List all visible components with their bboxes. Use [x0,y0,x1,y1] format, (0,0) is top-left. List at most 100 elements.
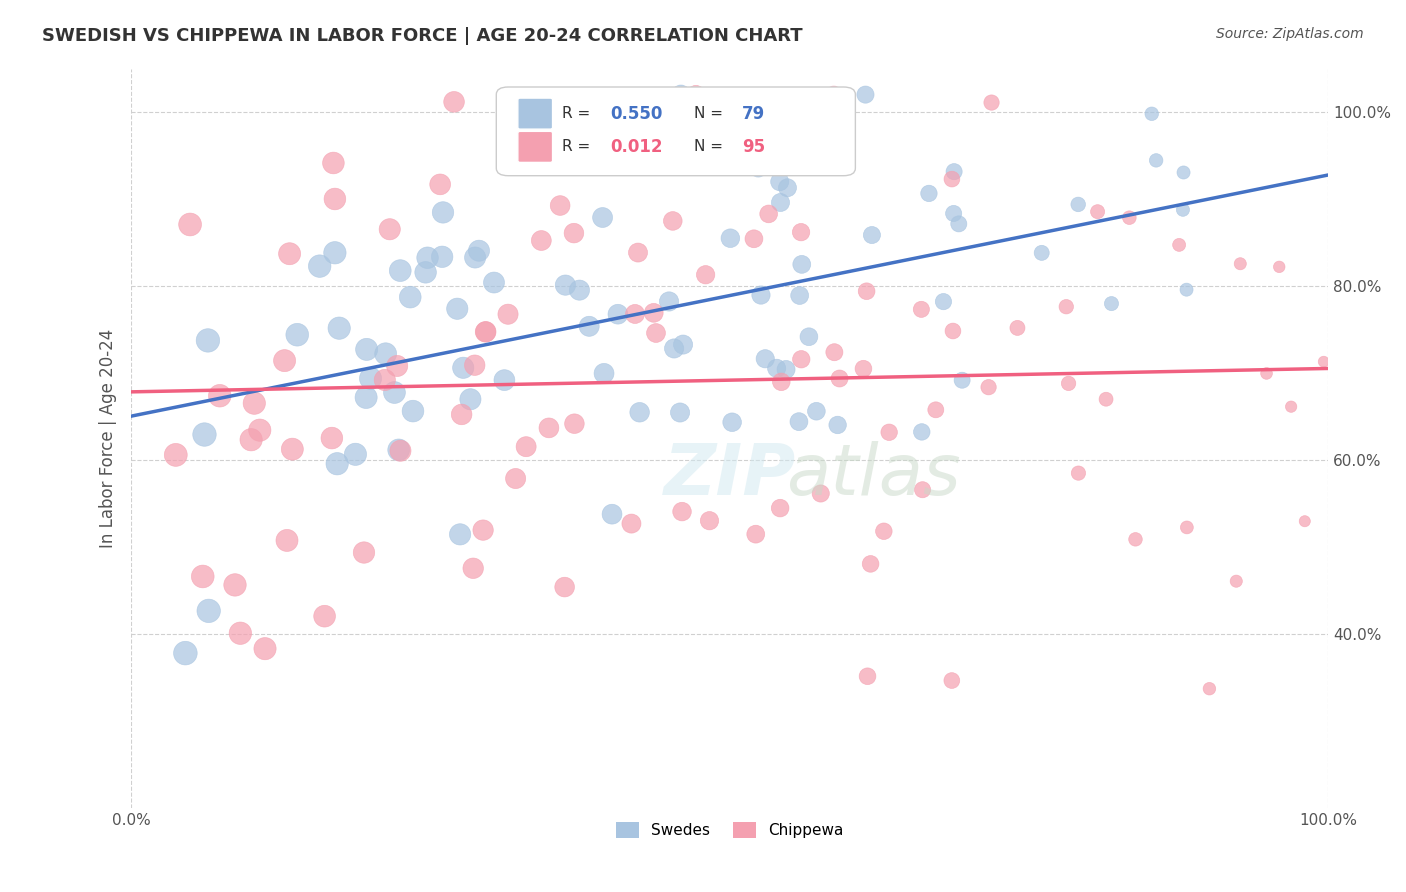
Point [806,404,828,418]
Point [810,486,832,500]
Point [494,373,516,387]
Point [600,507,623,521]
Y-axis label: In Labor Force | Age 20-24: In Labor Force | Age 20-24 [100,328,117,548]
Point [389,263,412,277]
Point [354,391,377,405]
Point [388,442,411,457]
Point [745,527,768,541]
Text: N =: N = [693,106,728,121]
Point [1198,681,1220,696]
Point [620,516,643,531]
Point [1067,197,1090,211]
Point [554,278,576,293]
Point [323,245,346,260]
Point [564,417,586,431]
Point [460,392,482,407]
Point [1173,165,1195,179]
Point [776,180,799,194]
Text: atlas: atlas [786,441,960,509]
Point [787,415,810,429]
Point [537,421,560,435]
Point [1279,400,1302,414]
Point [856,669,879,683]
Point [860,228,883,243]
Point [977,380,1000,394]
Point [468,244,491,258]
Point [197,604,219,618]
Point [578,319,600,334]
Point [530,234,553,248]
Point [360,371,382,385]
Text: Source: ZipAtlas.com: Source: ZipAtlas.com [1216,27,1364,41]
Point [873,524,896,539]
Point [174,646,197,660]
Point [464,251,486,265]
Point [432,205,454,219]
Point [193,427,215,442]
Point [742,232,765,246]
Point [1168,238,1191,252]
Point [765,361,787,376]
Point [980,95,1002,110]
Point [1229,257,1251,271]
FancyBboxPatch shape [517,98,553,129]
Point [1054,300,1077,314]
Point [356,343,378,357]
Point [562,226,585,240]
Point [769,175,792,189]
Point [1067,466,1090,480]
Point [720,106,742,120]
Point [1095,392,1118,407]
Point [932,294,955,309]
Point [463,561,485,575]
Point [627,245,650,260]
Point [326,457,349,471]
Point [548,198,571,212]
Point [855,87,877,102]
Point [941,673,963,688]
Point [943,164,966,178]
Point [749,288,772,302]
Point [911,425,934,439]
Point [918,186,941,201]
Point [540,156,562,170]
Point [389,443,412,458]
Point [399,290,422,304]
Text: 95: 95 [741,138,765,156]
Text: 0.550: 0.550 [610,104,662,122]
Point [1125,533,1147,547]
Point [534,97,557,112]
Point [770,375,793,389]
Point [276,533,298,548]
Point [308,259,330,273]
Point [253,641,276,656]
Text: R =: R = [562,139,595,154]
Point [496,307,519,321]
Point [823,87,845,102]
Point [197,334,219,348]
Point [658,294,681,309]
Point [321,431,343,445]
Point [229,626,252,640]
Point [593,367,616,381]
Point [1294,514,1316,528]
Point [662,214,685,228]
Point [643,306,665,320]
Point [344,447,367,461]
Point [240,433,263,447]
Point [877,425,900,440]
Point [224,578,246,592]
FancyBboxPatch shape [496,87,855,176]
Point [690,96,713,111]
Point [285,327,308,342]
Point [1175,283,1198,297]
Point [475,325,498,339]
Point [606,307,628,321]
Point [474,325,496,339]
Point [669,405,692,419]
Point [482,276,505,290]
Point [718,231,741,245]
Point [443,95,465,109]
Point [797,330,820,344]
Point [823,345,845,359]
